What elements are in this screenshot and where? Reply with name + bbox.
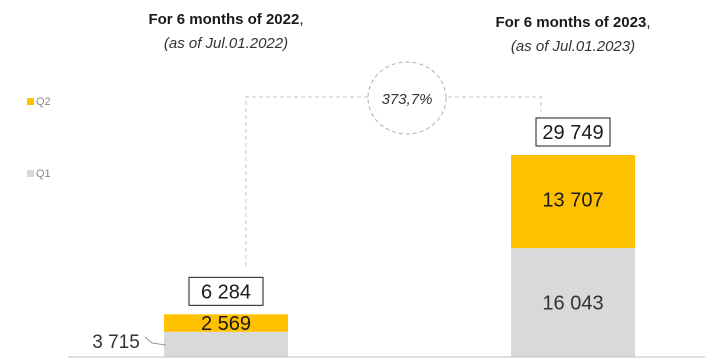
category-title-2023: For 6 months of 2023, — [495, 14, 650, 31]
bars-group: 6 284 2 569 3 715 29 749 13 707 16 043 — [92, 117, 635, 357]
bar-q1-2023 — [511, 248, 635, 357]
data-label-q1-2023: 16 043 — [542, 293, 603, 315]
total-label-box-2022 — [188, 276, 264, 306]
legend: Q2 Q1 — [27, 96, 51, 180]
total-label-2022: 6 284 — [201, 281, 251, 303]
category-note-2023: (as of Jul.01.2023) — [511, 38, 635, 55]
legend-swatch-q2 — [27, 98, 34, 105]
bar-q2-2022 — [164, 314, 288, 332]
bar-q2-2023 — [511, 154, 635, 249]
data-label-q2-2022: 2 569 — [201, 313, 251, 335]
category-note-2022: (as of Jul.01.2022) — [164, 35, 288, 52]
total-label-2023: 29 749 — [542, 122, 603, 144]
category-title-2022: For 6 months of 2022, — [148, 11, 303, 28]
growth-label: 373,7% — [382, 91, 433, 108]
data-label-q1-leader-2022 — [144, 336, 167, 346]
legend-label-q2: Q2 — [36, 96, 51, 108]
data-label-q1-2022: 3 715 — [92, 332, 140, 353]
growth-bubble — [367, 61, 447, 135]
legend-swatch-q1 — [27, 170, 34, 177]
legend-label-q1: Q1 — [36, 168, 51, 180]
total-label-box-2023 — [535, 117, 611, 147]
data-label-q2-2023: 13 707 — [542, 190, 603, 212]
bar-q1-2022 — [164, 331, 288, 357]
